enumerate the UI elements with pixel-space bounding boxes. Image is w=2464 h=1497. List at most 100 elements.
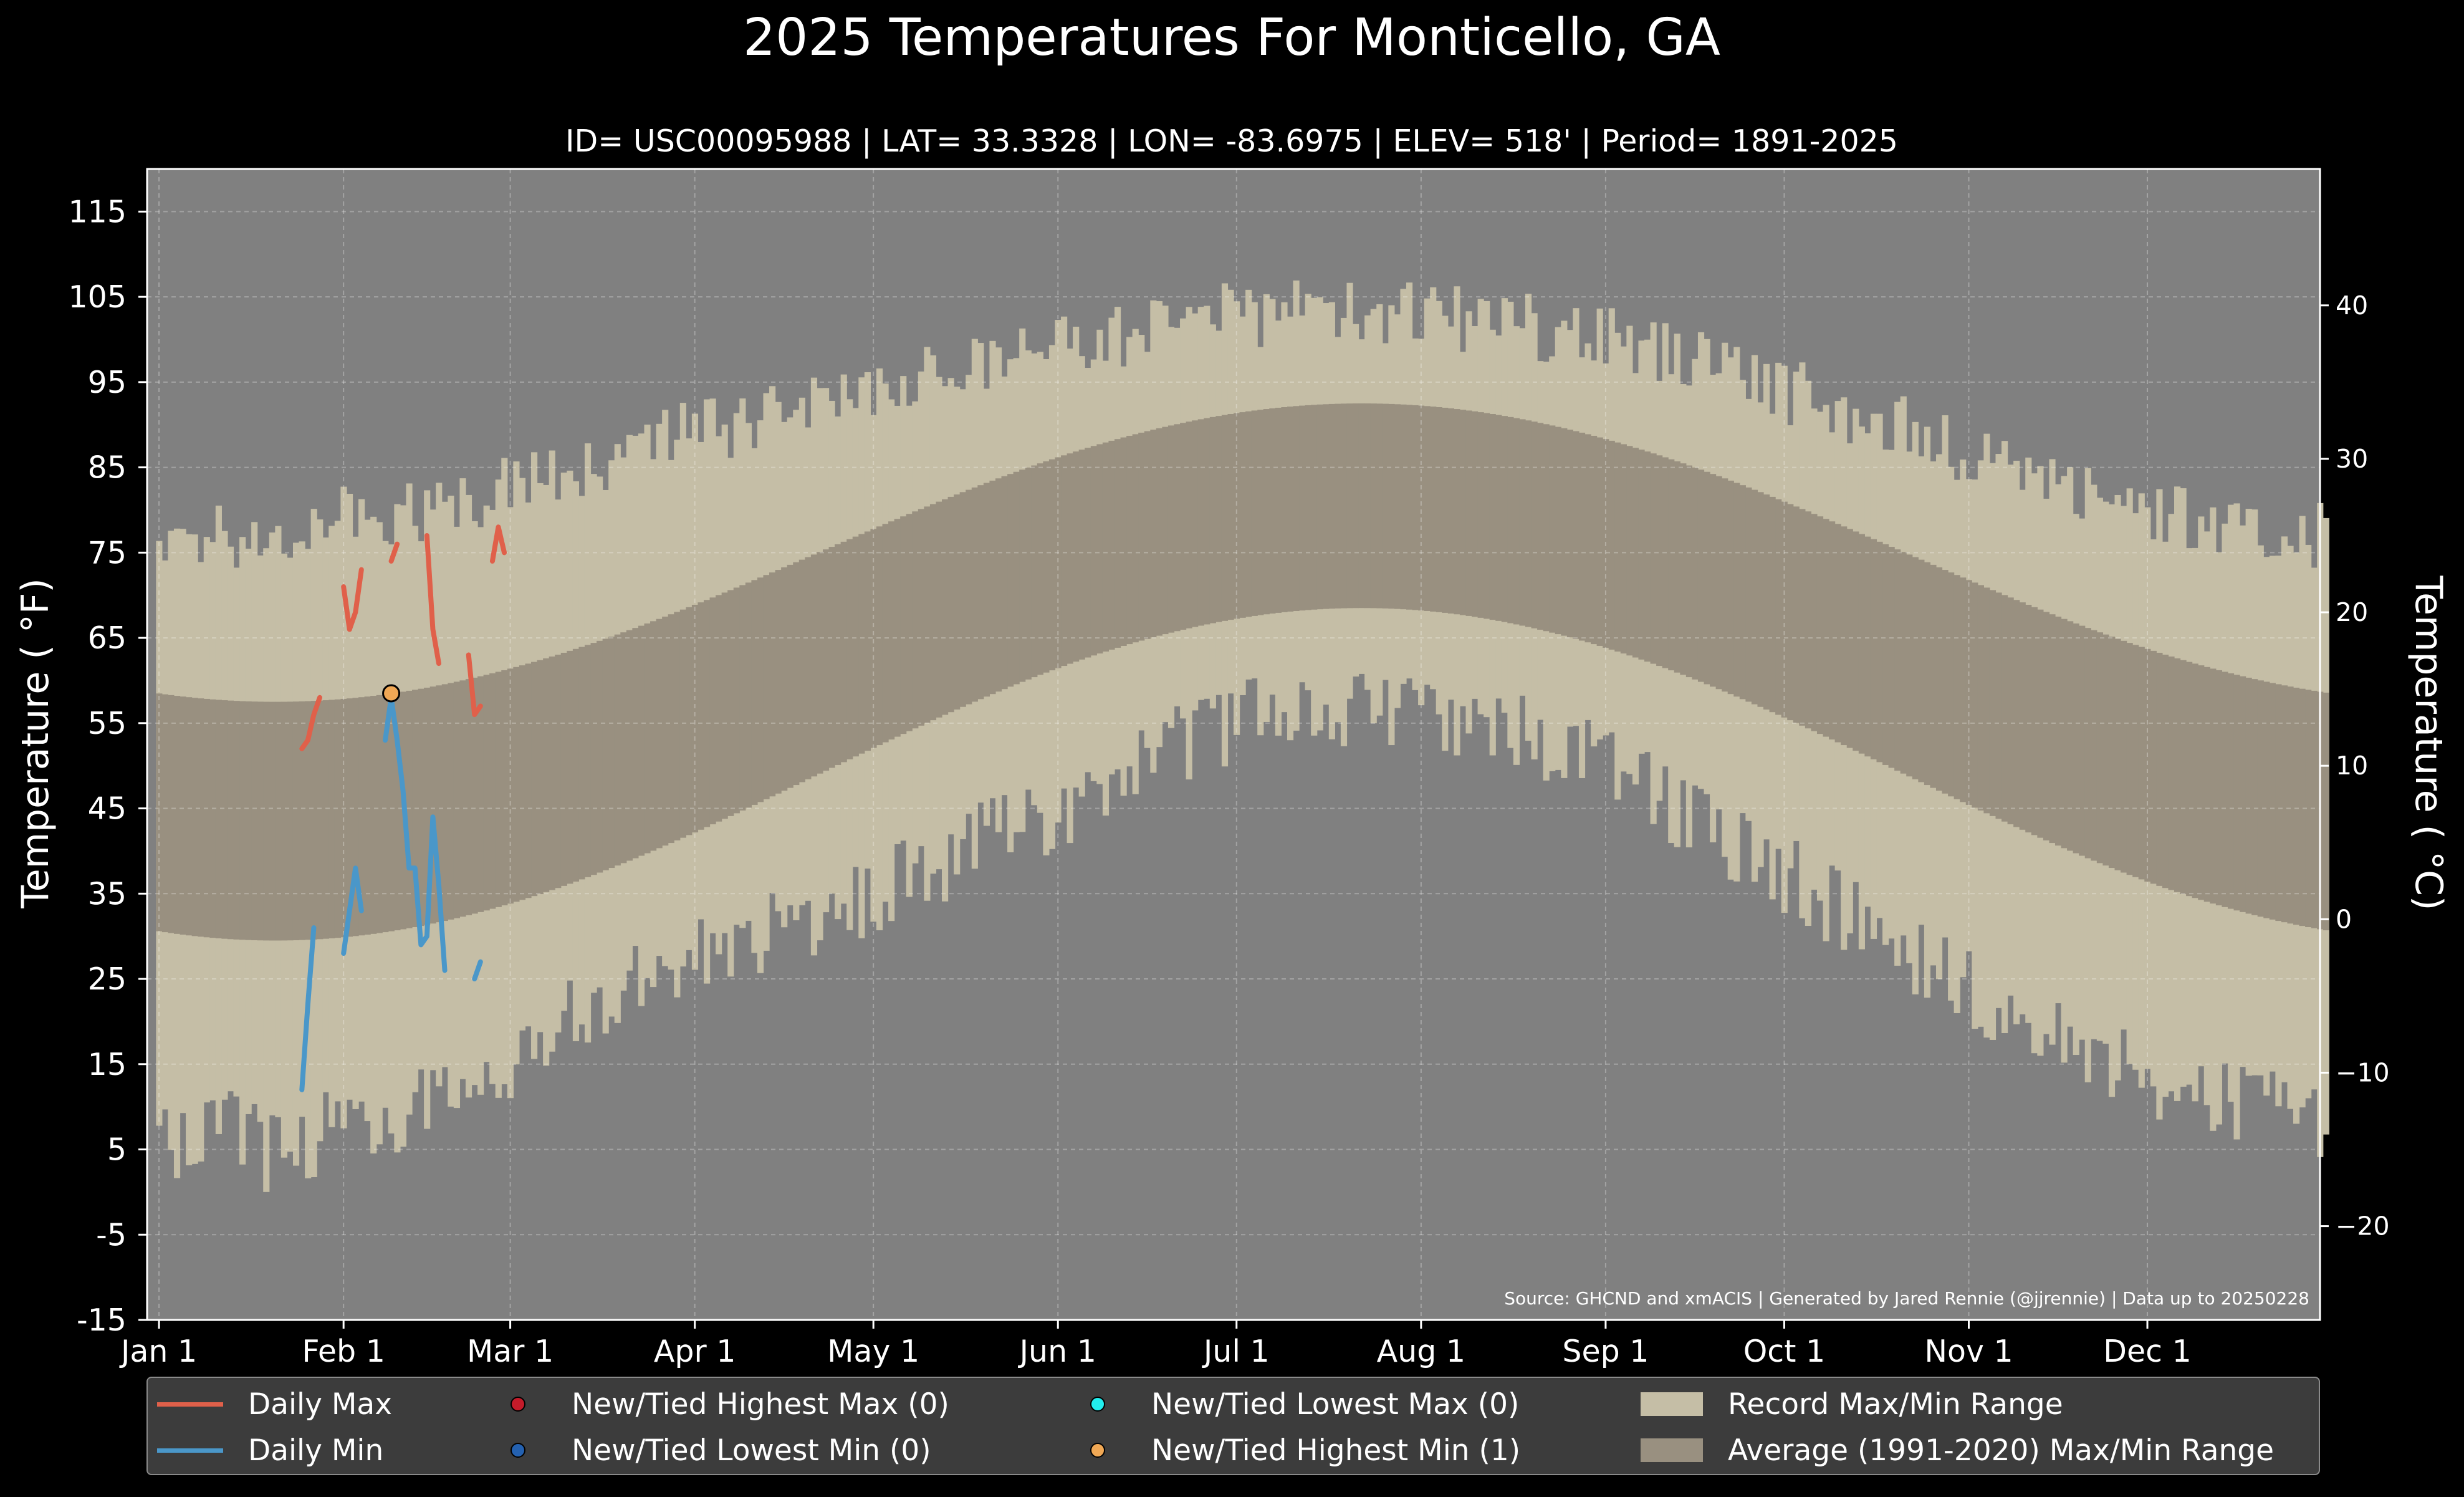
normal-bar xyxy=(1340,403,1348,609)
normal-bar xyxy=(2067,621,2074,851)
normal-bar xyxy=(376,695,383,933)
normal-bar xyxy=(1442,407,1449,613)
normal-bar xyxy=(1382,403,1389,609)
chart-subtitle: ID= USC00095988 | LAT= 33.3328 | LON= -8… xyxy=(565,123,1898,159)
normal-bar xyxy=(161,694,169,933)
normal-bar xyxy=(1454,409,1460,615)
normal-bar xyxy=(1215,416,1222,622)
record-range-swatch xyxy=(1641,1392,1703,1416)
normal-bar xyxy=(317,700,324,940)
x-tick-label: Oct 1 xyxy=(1743,1334,1825,1369)
y2-tick-label: 40 xyxy=(2336,291,2368,320)
normal-bar xyxy=(2144,648,2151,882)
x-tick-label: Mar 1 xyxy=(467,1334,554,1369)
daily-min-swatch xyxy=(157,1448,223,1453)
normal-bar xyxy=(1501,416,1508,622)
normal-bar xyxy=(572,648,580,882)
normal-bar xyxy=(263,701,270,941)
normal-bar xyxy=(1406,405,1413,610)
normal-bar xyxy=(1335,403,1341,609)
normal-bar xyxy=(2084,628,2091,859)
normal-bar xyxy=(1578,432,1586,641)
normal-bar xyxy=(966,489,972,705)
new-highest-min-marker xyxy=(382,684,401,703)
y-axis-label: Temperature ( °F) xyxy=(14,578,57,909)
normal-bar xyxy=(1412,405,1419,610)
normal-bar xyxy=(227,700,234,940)
y-tick-label: 65 xyxy=(88,620,127,656)
normal-bar xyxy=(810,554,818,777)
normal-bar xyxy=(251,701,258,941)
legend-new-highest-min: New/Tied Highest Min (1) xyxy=(1053,1432,1520,1469)
normal-bar xyxy=(364,696,371,935)
normal-bar xyxy=(1960,577,1967,802)
x-tick-label: Jun 1 xyxy=(1018,1334,1096,1369)
normal-bar xyxy=(531,662,538,897)
normal-bar xyxy=(358,697,365,936)
legend-new-highest-max: New/Tied Highest Max (0) xyxy=(473,1385,949,1423)
normal-bar xyxy=(1555,426,1561,635)
normal-bar xyxy=(168,695,175,933)
normal-bar xyxy=(1710,474,1717,687)
y-tick-label: 45 xyxy=(88,791,127,827)
normal-bar xyxy=(1477,412,1484,618)
normal-bar xyxy=(828,547,835,768)
normal-bar xyxy=(525,663,532,898)
normal-bar xyxy=(2150,650,2157,884)
normal-bar xyxy=(1935,567,1943,791)
normal-bar xyxy=(823,549,830,771)
normal-bar xyxy=(2138,647,2145,880)
normal-bar xyxy=(1513,418,1520,625)
daily-min-line xyxy=(341,865,364,956)
normal-bar xyxy=(1150,430,1157,638)
normal-bar xyxy=(245,701,252,940)
normal-bar xyxy=(1846,529,1853,748)
normal-bar xyxy=(2096,632,2103,864)
normal-bar xyxy=(1114,439,1121,648)
normal-bar xyxy=(882,524,889,743)
normal-bar xyxy=(1953,575,1960,799)
normal-bar xyxy=(888,521,895,740)
normal-bar xyxy=(1614,442,1621,652)
normal-bar xyxy=(1037,463,1043,675)
normal-bar xyxy=(1090,446,1097,656)
normal-bar xyxy=(584,645,592,877)
normal-bar xyxy=(239,701,246,940)
normal-bar xyxy=(918,509,924,726)
daily-min-series xyxy=(299,695,483,1092)
normal-bar xyxy=(798,559,805,782)
normal-bar xyxy=(292,701,300,941)
normal-bar xyxy=(2174,658,2181,892)
normal-bar xyxy=(727,590,734,816)
normal-bar xyxy=(1186,421,1192,628)
normal-bar xyxy=(1697,469,1705,682)
normal-bar xyxy=(733,587,740,814)
normal-bar xyxy=(1942,570,1949,794)
normal-bar xyxy=(2121,640,2127,873)
normal-bar xyxy=(1370,403,1377,609)
normal-bar xyxy=(1323,404,1330,609)
normal-bar xyxy=(805,557,812,779)
normal-bar xyxy=(1573,431,1580,639)
normal-bar xyxy=(1644,451,1651,662)
normal-bar xyxy=(686,607,693,835)
daily-max-series xyxy=(299,524,507,751)
normal-bar xyxy=(1251,410,1258,616)
normal-bar xyxy=(1870,539,1877,759)
normal-bar xyxy=(995,478,1002,692)
normal-bar xyxy=(912,511,919,729)
normal-bar xyxy=(2013,600,2020,827)
legend-record-range: Record Max/Min Range xyxy=(1641,1385,2063,1423)
normal-bar xyxy=(924,506,931,723)
normal-bar xyxy=(739,585,746,811)
normal-bar xyxy=(1620,444,1627,654)
normal-bar xyxy=(2240,676,2246,912)
normal-bar xyxy=(852,536,859,757)
normal-bar xyxy=(1829,521,1836,740)
normal-bar xyxy=(382,694,389,933)
normal-bar xyxy=(2091,630,2097,861)
normal-bar xyxy=(2203,667,2210,902)
normal-bar xyxy=(632,628,639,859)
normal-bar xyxy=(1864,536,1871,757)
